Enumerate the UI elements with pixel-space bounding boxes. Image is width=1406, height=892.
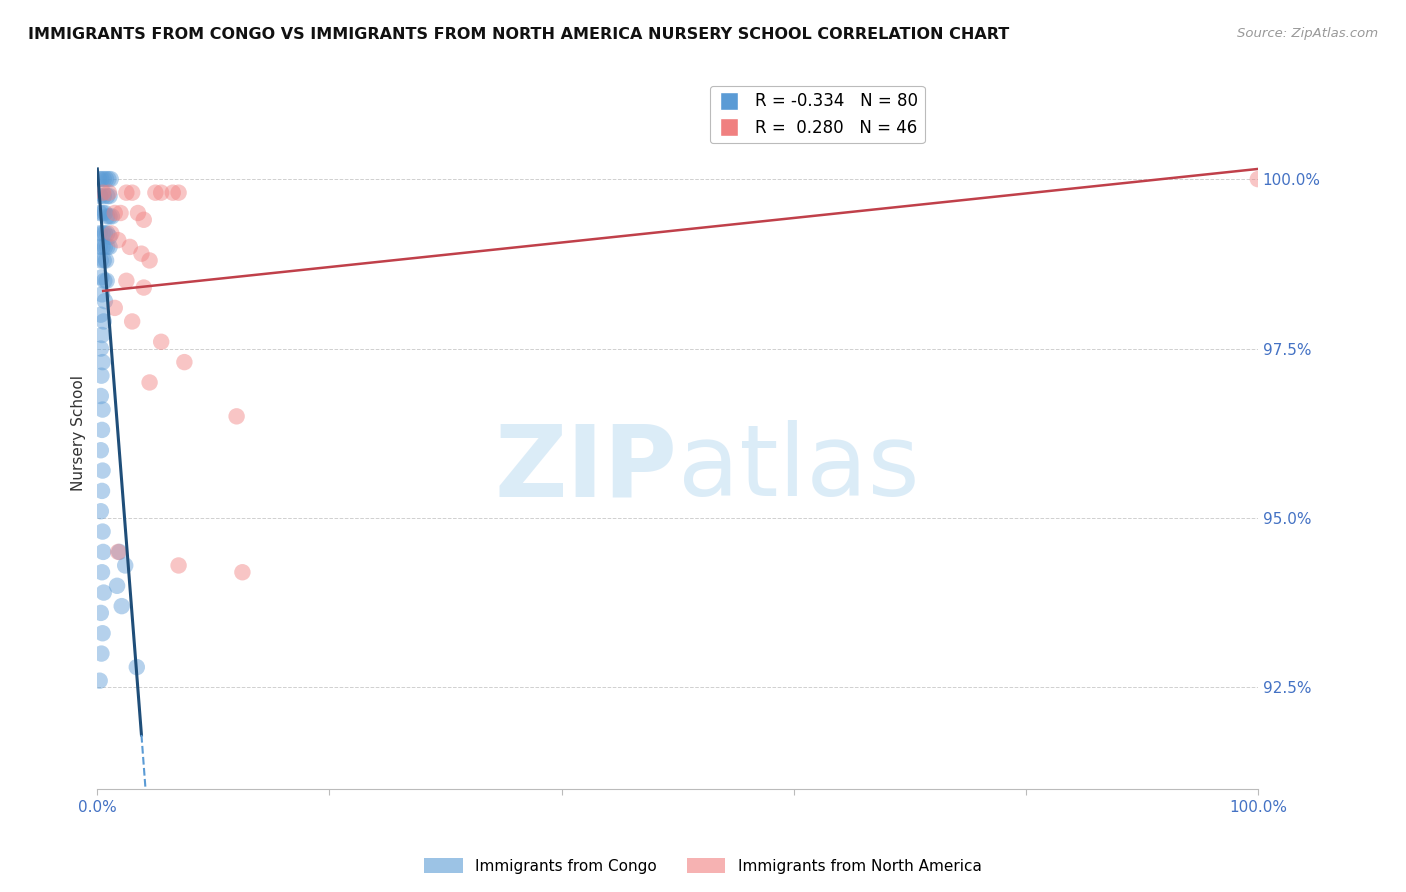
Point bbox=[90, 172, 112, 186]
Point bbox=[98, 189, 121, 203]
Point bbox=[96, 274, 118, 288]
Point bbox=[231, 566, 253, 580]
Point bbox=[132, 212, 155, 227]
Point bbox=[91, 626, 114, 640]
Point bbox=[90, 606, 112, 620]
Point bbox=[93, 314, 115, 328]
Point bbox=[91, 545, 114, 559]
Y-axis label: Nursery School: Nursery School bbox=[72, 376, 86, 491]
Point bbox=[89, 206, 111, 220]
Point bbox=[91, 524, 114, 539]
Point bbox=[91, 186, 114, 200]
Point bbox=[98, 229, 121, 244]
Point bbox=[150, 186, 173, 200]
Point bbox=[90, 647, 112, 661]
Text: Source: ZipAtlas.com: Source: ZipAtlas.com bbox=[1237, 27, 1378, 40]
Point bbox=[114, 558, 136, 573]
Point bbox=[89, 189, 111, 203]
Point bbox=[90, 368, 112, 383]
Point bbox=[91, 566, 114, 580]
Point bbox=[111, 599, 134, 614]
Text: atlas: atlas bbox=[678, 420, 920, 517]
Point bbox=[104, 301, 127, 315]
Point bbox=[125, 660, 148, 674]
Point bbox=[87, 172, 110, 186]
Point bbox=[91, 287, 114, 301]
Point bbox=[100, 172, 122, 186]
Point bbox=[94, 240, 117, 254]
Point bbox=[93, 253, 115, 268]
Point bbox=[91, 483, 114, 498]
Point bbox=[93, 274, 115, 288]
Point bbox=[121, 314, 143, 328]
Point bbox=[104, 206, 127, 220]
Point bbox=[118, 240, 141, 254]
Point bbox=[110, 206, 132, 220]
Point bbox=[93, 585, 115, 599]
Point bbox=[107, 233, 129, 247]
Point bbox=[97, 186, 120, 200]
Point bbox=[89, 227, 111, 241]
Point bbox=[100, 227, 122, 241]
Point bbox=[91, 423, 114, 437]
Point bbox=[94, 172, 117, 186]
Point bbox=[101, 210, 124, 224]
Point bbox=[108, 545, 131, 559]
Point bbox=[138, 253, 160, 268]
Point bbox=[90, 253, 112, 268]
Legend: R = -0.334   N = 80, R =  0.280   N = 46: R = -0.334 N = 80, R = 0.280 N = 46 bbox=[710, 86, 925, 144]
Point bbox=[91, 328, 114, 343]
Point bbox=[225, 409, 247, 424]
Point bbox=[167, 558, 190, 573]
Point bbox=[98, 240, 121, 254]
Point bbox=[96, 189, 118, 203]
Point bbox=[90, 504, 112, 518]
Text: ZIP: ZIP bbox=[495, 420, 678, 517]
Point bbox=[145, 186, 167, 200]
Point bbox=[115, 274, 138, 288]
Point bbox=[94, 294, 117, 309]
Point bbox=[93, 172, 115, 186]
Point bbox=[93, 189, 115, 203]
Point bbox=[131, 246, 153, 260]
Point bbox=[96, 227, 118, 241]
Point bbox=[121, 186, 143, 200]
Point bbox=[90, 443, 112, 458]
Point bbox=[94, 206, 117, 220]
Point bbox=[91, 402, 114, 417]
Point bbox=[127, 206, 149, 220]
Point bbox=[91, 240, 114, 254]
Point bbox=[98, 210, 121, 224]
Point bbox=[90, 389, 112, 403]
Point bbox=[89, 673, 111, 688]
Point bbox=[132, 280, 155, 294]
Point bbox=[90, 270, 112, 285]
Legend: Immigrants from Congo, Immigrants from North America: Immigrants from Congo, Immigrants from N… bbox=[419, 852, 987, 880]
Point bbox=[94, 227, 117, 241]
Point bbox=[150, 334, 173, 349]
Point bbox=[115, 186, 138, 200]
Point bbox=[91, 355, 114, 369]
Point bbox=[96, 210, 118, 224]
Text: IMMIGRANTS FROM CONGO VS IMMIGRANTS FROM NORTH AMERICA NURSERY SCHOOL CORRELATIO: IMMIGRANTS FROM CONGO VS IMMIGRANTS FROM… bbox=[28, 27, 1010, 42]
Point bbox=[90, 342, 112, 356]
Point bbox=[173, 355, 195, 369]
Point bbox=[167, 186, 190, 200]
Point bbox=[91, 227, 114, 241]
Point bbox=[97, 172, 120, 186]
Point bbox=[107, 545, 129, 559]
Point bbox=[162, 186, 184, 200]
Point bbox=[138, 376, 160, 390]
Point bbox=[89, 240, 111, 254]
Point bbox=[91, 206, 114, 220]
Point bbox=[94, 253, 117, 268]
Point bbox=[96, 240, 118, 254]
Point bbox=[91, 464, 114, 478]
Point bbox=[1247, 172, 1270, 186]
Point bbox=[105, 579, 128, 593]
Point bbox=[90, 308, 112, 322]
